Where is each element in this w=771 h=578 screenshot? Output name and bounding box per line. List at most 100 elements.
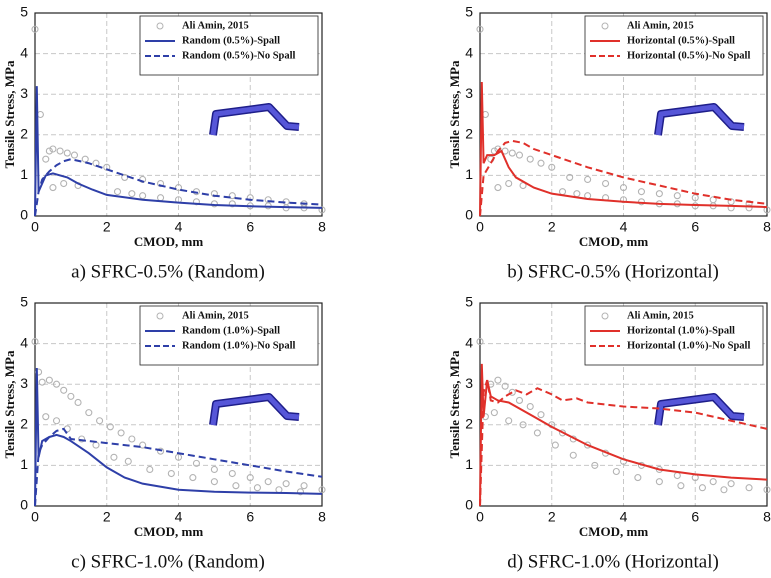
data-point (124, 457, 132, 465)
panel: 0 1 2 3 4 5 0 2 4 6 8 CMOD, mm Tensile Stress, MPa d)… (447, 294, 771, 573)
panel: 0 1 2 3 4 5 0 2 4 6 8 CMOD, mm Tensile Stress, MPa a)… (2, 4, 326, 283)
data-point (508, 149, 516, 157)
legend-label: Ali Amin, 2015 (182, 310, 249, 321)
data-point (558, 188, 567, 196)
data-point (476, 338, 484, 346)
data-point (174, 453, 183, 461)
x-tick-label: 8 (763, 509, 771, 525)
data-point (673, 192, 681, 200)
legend-marker (601, 22, 609, 30)
data-line (34, 367, 323, 507)
data-point (56, 147, 64, 155)
plot-frame (479, 12, 768, 217)
data-point (92, 441, 100, 449)
y-tick-label: 5 (465, 4, 473, 20)
data-point (45, 376, 53, 384)
x-tick-label: 4 (620, 219, 628, 235)
data-line (479, 81, 768, 217)
data-point (110, 453, 118, 461)
legend-label: Random (1.0%)-No Spall (182, 340, 296, 351)
y-tick-label: 1 (465, 456, 473, 472)
specimen-icon (655, 104, 745, 136)
data-point (74, 398, 82, 407)
legend-label: Ali Amin, 2015 (627, 20, 694, 31)
data-point (35, 368, 43, 376)
data-point (526, 155, 534, 163)
data-point (515, 151, 524, 159)
data-point (246, 474, 254, 482)
data-point (619, 184, 628, 192)
panel: 0 1 2 3 4 5 0 2 4 6 8 CMOD, mm Tensile Stress, MPa c)… (2, 294, 326, 573)
y-tick-label: 5 (20, 4, 28, 20)
data-line (479, 363, 768, 507)
data-point (673, 471, 681, 480)
y-tick-label: 4 (20, 44, 28, 60)
plot-frame (479, 302, 768, 507)
data-point (537, 159, 545, 167)
y-tick-label: 5 (465, 294, 473, 310)
legend-frame (584, 15, 764, 76)
y-tick-label: 4 (20, 334, 28, 350)
data-point (591, 461, 599, 469)
data-point (67, 392, 75, 400)
legend-label: Horizontal (0.5%)-No Spall (627, 50, 750, 61)
data-point (128, 190, 136, 198)
x-tick-label: 8 (318, 509, 326, 525)
data-point (584, 175, 592, 184)
data-point (157, 447, 165, 455)
data-point (85, 409, 93, 417)
x-tick-label: 4 (175, 509, 183, 525)
x-tick-label: 6 (246, 219, 254, 235)
y-tick-label: 2 (465, 126, 473, 142)
x-tick-label: 4 (175, 219, 183, 235)
y-tick-label: 3 (465, 375, 473, 391)
data-point (106, 423, 114, 431)
data-point (655, 190, 663, 198)
data-point (52, 380, 61, 388)
legend-marker (601, 312, 609, 320)
data-point (167, 469, 175, 478)
data-point (515, 396, 524, 404)
data-point (494, 376, 502, 384)
x-axis-label: CMOD, mm (134, 234, 203, 249)
data-point (519, 421, 527, 429)
legend-label: Ali Amin, 2015 (627, 310, 694, 321)
y-tick-label: 0 (20, 497, 28, 513)
data-point (637, 188, 645, 196)
data-point (709, 478, 717, 486)
legend-label: Ali Amin, 2015 (182, 20, 249, 31)
legend-label: Random (0.5%)-Spall (182, 35, 280, 46)
data-point (146, 465, 154, 474)
x-axis-label: CMOD, mm (579, 234, 648, 249)
plot-frame (34, 12, 323, 217)
data-point (210, 465, 218, 474)
data-point (38, 378, 46, 386)
y-tick-label: 4 (465, 44, 473, 60)
data-point (228, 469, 236, 478)
data-point (548, 163, 556, 171)
legend-label: Horizontal (0.5%)-Spall (627, 35, 735, 46)
data-point (78, 435, 86, 443)
legend-marker (156, 22, 164, 30)
data-point (210, 478, 218, 486)
data-point (505, 417, 513, 425)
specimen-icon (210, 394, 300, 426)
data-point (727, 480, 735, 488)
caption: c) SFRC-1.0% (Random) (71, 551, 265, 572)
y-axis-label: Tensile Stress, MPa (2, 350, 17, 458)
data-point (139, 192, 147, 200)
x-tick-label: 4 (620, 509, 628, 525)
data-point (318, 486, 326, 494)
data-point (228, 192, 236, 200)
legend-label: Horizontal (1.0%)-No Spall (627, 340, 750, 351)
data-point (612, 467, 620, 476)
data-point (709, 196, 717, 204)
x-tick-label: 0 (476, 219, 484, 235)
data-point (42, 413, 50, 421)
legend-label: Random (1.0%)-Spall (182, 325, 280, 336)
x-axis-label: CMOD, mm (579, 524, 648, 539)
x-tick-label: 2 (103, 219, 111, 235)
data-point (42, 155, 50, 163)
data-point (253, 484, 261, 492)
